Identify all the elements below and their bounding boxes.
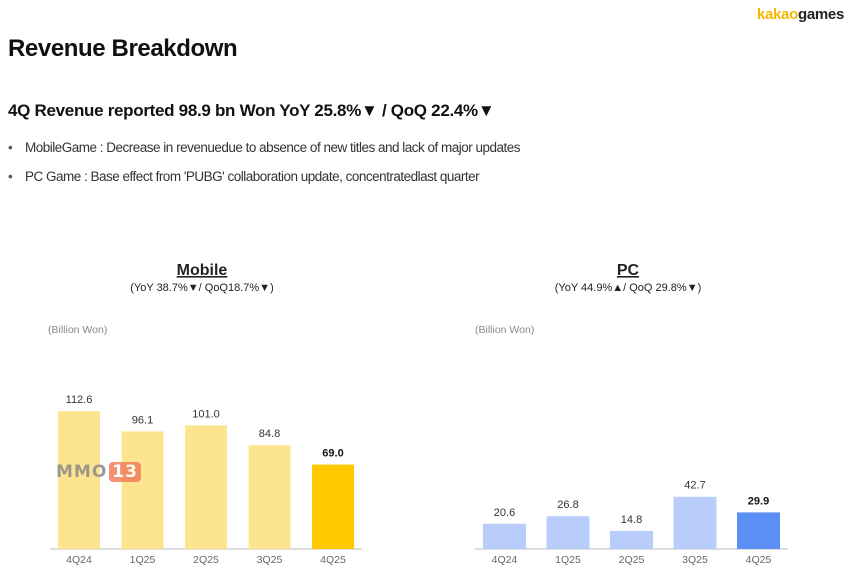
pc-bar-4Q24 [483, 523, 526, 549]
mobile-bar-2Q25 [185, 425, 227, 549]
watermark-mmo: MMO [56, 462, 108, 482]
mobile-value-label-1Q25: 96.1 [132, 414, 153, 426]
pc-tick-label-3Q25: 3Q25 [682, 554, 708, 566]
pc-chart-subtitle: (YoY 44.9%▲/ QoQ 29.8%▼) [555, 282, 702, 294]
bullet-mobile-game: MobileGame : Decrease in revenuedue to a… [8, 134, 521, 163]
pc-value-label-4Q25: 29.9 [748, 495, 769, 507]
pc-bar-2Q25 [610, 530, 653, 549]
pc-value-label-3Q25: 42.7 [684, 480, 705, 492]
mobile-bar-4Q24 [58, 411, 100, 549]
mobile-tick-label-3Q25: 3Q25 [257, 554, 283, 566]
page-title: Revenue Breakdown [8, 35, 238, 62]
mobile-chart-title: Mobile [177, 262, 228, 279]
mobile-tick-label-4Q24: 4Q24 [66, 554, 92, 566]
mobile-bar-3Q25 [248, 445, 291, 549]
mobile-tick-label-1Q25: 1Q25 [130, 554, 156, 566]
mobile-unit-label: (Billion Won) [48, 324, 107, 336]
pc-tick-label-1Q25: 1Q25 [555, 554, 581, 566]
revenue-headline: 4Q Revenue reported 98.9 bn Won YoY 25.8… [8, 101, 495, 120]
logo-kakao-text: kakao [756, 6, 798, 23]
kakaogames-logo: kakaogames [757, 6, 844, 23]
mobile-value-label-2Q25: 101.0 [192, 408, 220, 420]
pc-value-label-1Q25: 26.8 [557, 499, 578, 511]
pc-tick-label-2Q25: 2Q25 [619, 554, 645, 566]
pc-value-label-4Q24: 20.6 [494, 507, 515, 519]
pc-bar-1Q25 [546, 516, 590, 549]
mobile-tick-label-2Q25: 2Q25 [193, 554, 219, 566]
logo-games-text: games [797, 6, 844, 23]
mmo13-watermark: MMO 13 [56, 462, 141, 482]
mobile-chart-subtitle: (YoY 38.7%▼/ QoQ18.7%▼) [130, 282, 273, 294]
watermark-13: 13 [109, 462, 141, 482]
mobile-value-label-4Q25: 69.0 [322, 448, 343, 460]
mobile-value-label-4Q24: 112.6 [66, 394, 93, 406]
mobile-value-label-3Q25: 84.8 [259, 428, 280, 440]
pc-chart-title: PC [617, 262, 640, 279]
pc-unit-label: (Billion Won) [475, 324, 534, 336]
summary-bullets: MobileGame : Decrease in revenuedue to a… [8, 134, 521, 192]
bullet-pc-game: PC Game : Base effect from 'PUBG' collab… [8, 163, 520, 192]
mobile-tick-label-4Q25: 4Q25 [320, 554, 346, 566]
pc-bar-4Q25 [737, 512, 780, 549]
pc-bar-3Q25 [673, 496, 717, 549]
mobile-bar-1Q25 [121, 431, 164, 549]
pc-tick-label-4Q24: 4Q24 [492, 554, 518, 566]
mobile-bar-4Q25 [312, 464, 354, 549]
pc-value-label-2Q25: 14.8 [621, 514, 642, 526]
pc-tick-label-4Q25: 4Q25 [746, 554, 772, 566]
